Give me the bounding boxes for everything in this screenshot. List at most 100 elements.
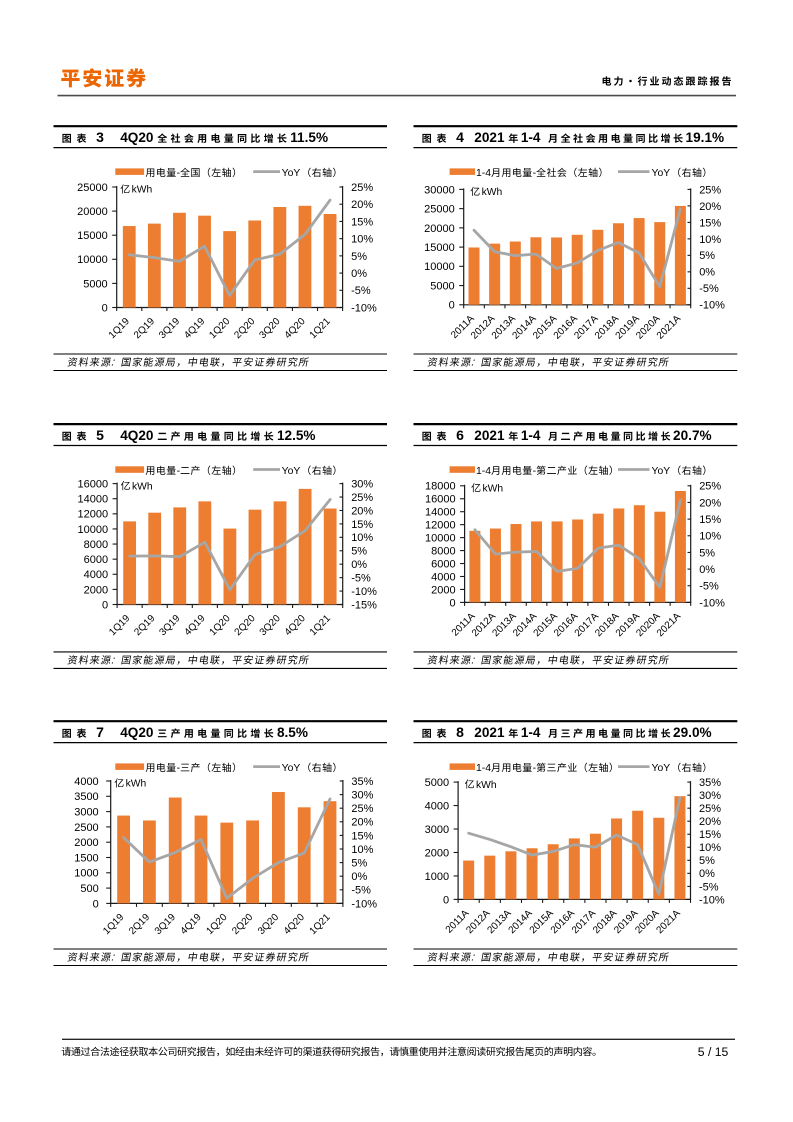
svg-text:8000: 8000 xyxy=(84,539,108,551)
svg-text:0: 0 xyxy=(102,302,108,314)
svg-text:5%: 5% xyxy=(351,858,367,870)
svg-text:20.7%: 20.7% xyxy=(673,428,712,443)
svg-text:20%: 20% xyxy=(351,505,373,517)
svg-text:-15%: -15% xyxy=(351,599,377,611)
svg-text:-5%: -5% xyxy=(351,885,371,897)
svg-text:4000: 4000 xyxy=(431,571,455,583)
svg-text::: : xyxy=(111,357,116,369)
svg-text:5%: 5% xyxy=(351,546,367,558)
svg-text:1-4: 1-4 xyxy=(521,130,541,145)
svg-text:29.0%: 29.0% xyxy=(673,725,712,740)
svg-text:20%: 20% xyxy=(699,201,721,213)
svg-text:1-4: 1-4 xyxy=(476,466,491,477)
svg-text:15%: 15% xyxy=(699,217,721,229)
svg-text:6: 6 xyxy=(456,427,464,443)
svg-text:0: 0 xyxy=(449,300,455,312)
svg-text:-10%: -10% xyxy=(351,898,377,910)
svg-text:10000: 10000 xyxy=(77,254,108,266)
svg-text:4Q20: 4Q20 xyxy=(120,130,153,145)
svg-text:20%: 20% xyxy=(699,816,721,828)
svg-text:10000: 10000 xyxy=(78,524,109,536)
svg-text:-5%: -5% xyxy=(351,573,371,585)
svg-text:25%: 25% xyxy=(351,492,373,504)
svg-text:kWh: kWh xyxy=(476,780,497,791)
svg-text:3000: 3000 xyxy=(74,807,98,819)
svg-text:16000: 16000 xyxy=(78,479,109,491)
svg-text:4: 4 xyxy=(456,129,464,145)
svg-text:-10%: -10% xyxy=(699,894,725,906)
svg-text:10%: 10% xyxy=(351,532,373,544)
svg-text:4000: 4000 xyxy=(84,569,108,581)
svg-text:1-4: 1-4 xyxy=(521,428,541,443)
svg-text:30%: 30% xyxy=(351,479,373,491)
svg-text:11.5%: 11.5% xyxy=(290,130,328,145)
svg-text:25%: 25% xyxy=(351,803,373,815)
svg-text:15%: 15% xyxy=(699,829,721,841)
svg-text:25000: 25000 xyxy=(77,182,108,194)
svg-text:14000: 14000 xyxy=(425,507,456,519)
svg-text:30%: 30% xyxy=(699,790,721,802)
svg-text:25%: 25% xyxy=(699,184,721,196)
svg-text:4Q20: 4Q20 xyxy=(120,428,153,443)
svg-text:25%: 25% xyxy=(351,182,373,194)
svg-text:-: - xyxy=(177,168,180,179)
svg-text:YoY: YoY xyxy=(282,763,301,774)
svg-text:25%: 25% xyxy=(699,481,721,493)
svg-text:1000: 1000 xyxy=(425,871,449,883)
svg-text:6000: 6000 xyxy=(84,554,108,566)
svg-text:4Q20: 4Q20 xyxy=(120,725,153,740)
svg-text:8: 8 xyxy=(456,724,464,740)
svg-text:5000: 5000 xyxy=(425,777,449,789)
svg-text:-10%: -10% xyxy=(351,302,377,314)
svg-text::: : xyxy=(471,952,476,964)
svg-text:15000: 15000 xyxy=(424,242,455,254)
svg-text:5%: 5% xyxy=(699,855,715,867)
svg-text::: : xyxy=(111,952,116,964)
svg-text:5000: 5000 xyxy=(83,278,107,290)
svg-text:0%: 0% xyxy=(351,268,367,280)
svg-text:2021: 2021 xyxy=(474,130,505,145)
svg-text:2500: 2500 xyxy=(74,822,98,834)
svg-text:kWh: kWh xyxy=(482,187,503,198)
svg-text:-5%: -5% xyxy=(699,581,719,593)
svg-text:-10%: -10% xyxy=(699,597,725,609)
svg-text:3: 3 xyxy=(96,129,104,145)
svg-text:14000: 14000 xyxy=(78,494,109,506)
svg-text:0: 0 xyxy=(93,898,99,910)
svg-text:YoY: YoY xyxy=(652,168,671,179)
svg-text:2021: 2021 xyxy=(474,725,505,740)
svg-text:500: 500 xyxy=(80,883,98,895)
svg-text:18000: 18000 xyxy=(425,481,456,493)
svg-text:19.1%: 19.1% xyxy=(686,130,725,145)
svg-text:12.5%: 12.5% xyxy=(277,428,316,443)
svg-text:kWh: kWh xyxy=(132,481,153,492)
svg-text:0%: 0% xyxy=(699,868,715,880)
svg-text:10%: 10% xyxy=(351,844,373,856)
svg-text:15%: 15% xyxy=(699,514,721,526)
svg-text:15000: 15000 xyxy=(77,230,108,242)
svg-text:10%: 10% xyxy=(351,234,373,246)
svg-text:2000: 2000 xyxy=(431,584,455,596)
svg-text:-: - xyxy=(533,466,536,477)
svg-text:2021: 2021 xyxy=(474,428,505,443)
svg-text:1-4: 1-4 xyxy=(476,763,491,774)
svg-text:4000: 4000 xyxy=(425,800,449,812)
svg-text:10000: 10000 xyxy=(424,261,455,273)
svg-text:10%: 10% xyxy=(699,531,721,543)
svg-text:-: - xyxy=(177,466,180,477)
svg-text:-5%: -5% xyxy=(351,285,371,297)
svg-text:0%: 0% xyxy=(699,267,715,279)
svg-text:20%: 20% xyxy=(351,817,373,829)
svg-text:2000: 2000 xyxy=(84,584,108,596)
svg-text:8000: 8000 xyxy=(431,545,455,557)
svg-text:25%: 25% xyxy=(699,803,721,815)
svg-text:30%: 30% xyxy=(351,790,373,802)
svg-text:-: - xyxy=(533,168,536,179)
svg-text:1-4: 1-4 xyxy=(521,725,541,740)
svg-text:0: 0 xyxy=(102,599,108,611)
svg-text:10%: 10% xyxy=(699,234,721,246)
svg-text:30000: 30000 xyxy=(424,184,455,196)
svg-text:kWh: kWh xyxy=(483,484,504,495)
svg-text:1000: 1000 xyxy=(74,868,98,880)
svg-text:15%: 15% xyxy=(351,519,373,531)
